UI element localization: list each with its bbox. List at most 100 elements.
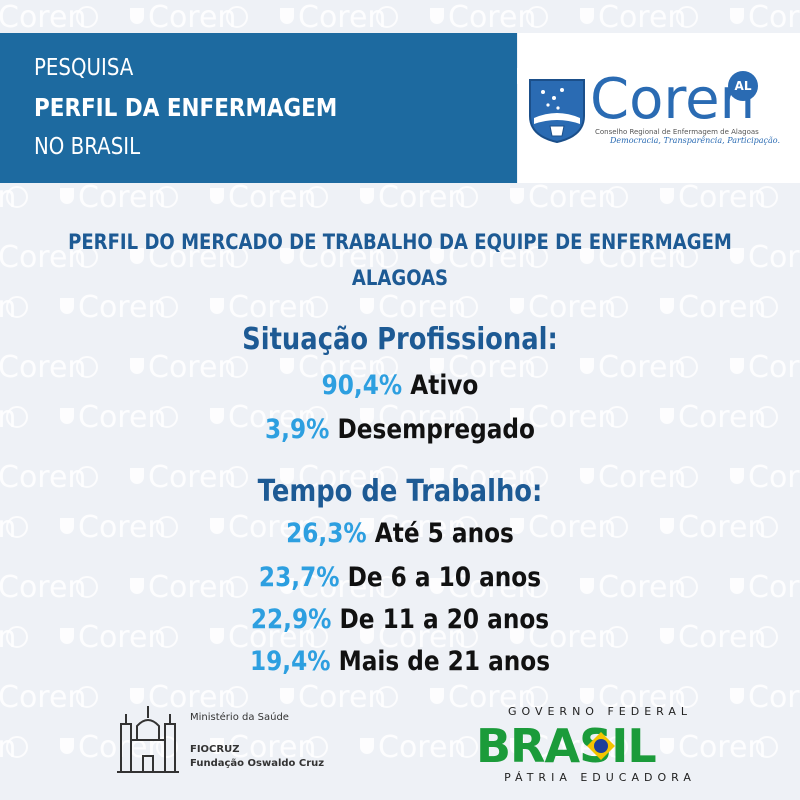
coren-logo: Coren AL Conselho Regional de Enfermagem…	[518, 33, 800, 183]
watermark-tile: Coren	[280, 350, 430, 390]
situacao-heading: Situação Profissional:	[242, 322, 558, 357]
watermark-tile: Coren	[280, 680, 430, 720]
situacao-item: 90,4% Ativo	[56, 370, 744, 401]
watermark-tile: Coren	[60, 290, 210, 330]
watermark-tile: Coren	[60, 180, 210, 220]
tempo-item-label: De 6 a 10 anos	[347, 562, 542, 593]
header-line-3: NO BRASIL	[34, 134, 141, 160]
watermark-tile: Coren	[510, 510, 660, 550]
watermark-tile: Coren	[130, 0, 280, 40]
watermark-tile: Coren	[210, 510, 360, 550]
watermark-tile: Coren	[580, 350, 730, 390]
tempo-item-pct: 19,4%	[249, 646, 331, 677]
watermark-tile: Coren	[360, 730, 510, 770]
tempo-item-pct: 23,7%	[258, 562, 340, 593]
watermark-tile: Coren	[210, 730, 360, 770]
page-title: PERFIL DO MERCADO DE TRABALHO DA EQUIPE …	[68, 230, 732, 254]
fiocruz-logo: Ministério da Saúde FIOCRUZ Fundação Osw…	[115, 700, 355, 780]
watermark-tile: Coren	[660, 180, 800, 220]
watermark-tile: Coren	[0, 350, 130, 390]
watermark-tile: Coren	[280, 570, 430, 610]
watermark-tile: Coren	[210, 620, 360, 660]
coren-subtitle: Conselho Regional de Enfermagem de Alago…	[595, 128, 759, 136]
watermark-tile: Coren	[580, 240, 730, 280]
fiocruz-full-name: Fundação Oswaldo Cruz	[190, 758, 325, 769]
state-badge: AL	[728, 71, 758, 101]
situacao-item-pct: 3,9%	[265, 414, 330, 445]
watermark-tile: Coren	[360, 620, 510, 660]
watermark-tile: Coren	[60, 400, 210, 440]
watermark-tile: Coren	[510, 620, 660, 660]
watermark-tile: Coren	[430, 570, 580, 610]
watermark-tile: Coren	[0, 0, 130, 40]
watermark-tile: Coren	[130, 350, 280, 390]
tempo-item: 19,4% Mais de 21 anos	[56, 646, 744, 677]
tempo-item-label: Até 5 anos	[374, 518, 514, 549]
watermark-tile: Coren	[510, 180, 660, 220]
situacao-item-label: Ativo	[410, 370, 479, 401]
watermark-tile: Coren	[0, 570, 130, 610]
watermark-tile: Coren	[730, 240, 800, 280]
watermark-tile: Coren	[580, 570, 730, 610]
survey-header: PESQUISA PERFIL DA ENFERMAGEM NO BRASIL	[0, 33, 517, 183]
watermark-tile: Coren	[730, 680, 800, 720]
watermark-tile: Coren	[280, 0, 430, 40]
page-subtitle: ALAGOAS	[351, 266, 449, 290]
watermark-tile: Coren	[510, 290, 660, 330]
watermark-tile: Coren	[360, 510, 510, 550]
watermark-tile: Coren	[280, 240, 430, 280]
patria-educadora-label: PÁTRIA EDUCADORA	[504, 771, 696, 784]
watermark-tile: Coren	[280, 460, 430, 500]
watermark-tile: Coren	[360, 400, 510, 440]
watermark-tile: Coren	[130, 570, 280, 610]
watermark-tile: Coren	[210, 180, 360, 220]
tempo-item-pct: 26,3%	[286, 518, 367, 549]
watermark-tile: Coren	[730, 350, 800, 390]
brasil-wordmark: BRASIL	[476, 719, 657, 773]
tempo-item-pct: 22,9%	[250, 604, 332, 635]
watermark-tile: Coren	[130, 680, 280, 720]
tempo-item-label: Mais de 21 anos	[338, 646, 551, 677]
watermark-tile: Coren	[730, 570, 800, 610]
fiocruz-name: FIOCRUZ	[190, 744, 240, 755]
watermark-tile: Coren	[430, 680, 580, 720]
situacao-item-label: Desempregado	[337, 414, 535, 445]
situacao-item-pct: 90,4%	[321, 370, 403, 401]
header-line-2: PERFIL DA ENFERMAGEM	[34, 93, 338, 122]
watermark-tile: Coren	[210, 290, 360, 330]
watermark-tile: Coren	[130, 240, 280, 280]
watermark-tile: Coren	[0, 680, 130, 720]
tempo-item: 26,3% Até 5 anos	[56, 518, 744, 549]
situacao-item: 3,9% Desempregado	[56, 414, 744, 445]
watermark-tile: Coren	[580, 680, 730, 720]
watermark-tile: Coren	[60, 620, 210, 660]
watermark-tile: Coren	[60, 510, 210, 550]
watermark-tile: Coren	[360, 290, 510, 330]
fiocruz-castle-icon	[117, 706, 179, 773]
watermark-tile: Coren	[660, 510, 800, 550]
watermark-tile: Coren	[60, 730, 210, 770]
watermark-tile: Coren	[730, 460, 800, 500]
governo-federal-label: GOVERNO FEDERAL	[507, 705, 693, 718]
watermark-tile: Coren	[660, 730, 800, 770]
watermark-tile: Coren	[660, 620, 800, 660]
tempo-heading: Tempo de Trabalho:	[257, 474, 543, 509]
watermark-tile: Coren	[0, 180, 60, 220]
tempo-item: 23,7% De 6 a 10 anos	[56, 562, 744, 593]
watermark-tile: Coren	[130, 460, 280, 500]
ministry-label: Ministério da Saúde	[190, 712, 289, 723]
watermark-tile: Coren	[430, 460, 580, 500]
watermark-tile: Coren	[430, 0, 580, 40]
governo-federal-logo: GOVERNO FEDERAL BRASIL PÁTRIA EDUCADORA	[470, 705, 730, 785]
tempo-item: 22,9% De 11 a 20 anos	[56, 604, 744, 635]
watermark-tile: Coren	[0, 730, 60, 770]
watermark-tile: Coren	[660, 290, 800, 330]
watermark-tile: Coren	[660, 400, 800, 440]
watermark-tile: Coren	[730, 0, 800, 40]
watermark-tile: Coren	[580, 460, 730, 500]
brazil-flag-icon	[587, 732, 615, 760]
coren-tagline: Democracia, Transparência, Participação.	[610, 136, 780, 145]
watermark-tile: Coren	[0, 240, 130, 280]
watermark-tile: Coren	[580, 0, 730, 40]
watermark-tile: Coren	[0, 460, 130, 500]
